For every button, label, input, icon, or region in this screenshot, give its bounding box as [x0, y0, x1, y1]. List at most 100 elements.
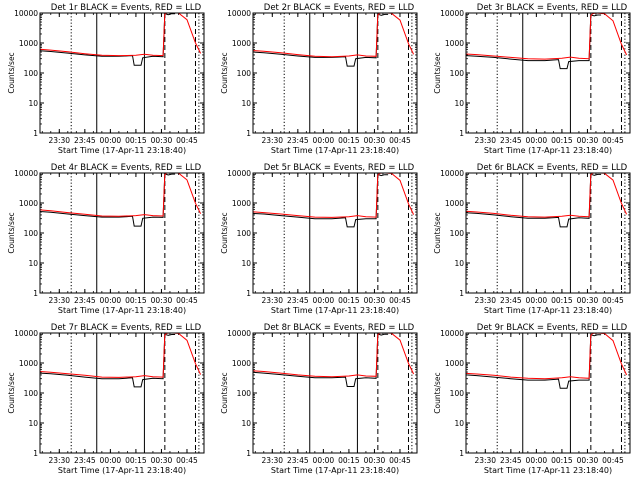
- chart-panel-8: Det 8r BLACK = Events, RED = LLD 1 10 100 10…: [220, 323, 418, 475]
- plot-frame: [39, 12, 205, 134]
- chart-panel-6: Det 6r BLACK = Events, RED = LLD 1 10 100 10…: [433, 163, 631, 315]
- plot-frame: [252, 172, 418, 294]
- lld-series-line: [253, 173, 415, 218]
- x-tick-label: 00:15: [338, 296, 360, 305]
- y-tick-label: 1: [459, 129, 464, 138]
- x-tick-label: 00:30: [577, 456, 599, 465]
- x-axis-label: Start Time (17-Apr-11 23:18:40): [271, 306, 399, 315]
- x-tick-label: 00:45: [602, 456, 624, 465]
- x-tick-label: 00:00: [313, 456, 335, 465]
- events-series-line: [253, 174, 389, 228]
- events-series-line: [466, 14, 602, 70]
- x-axis-label: Start Time (17-Apr-11 23:18:40): [271, 466, 399, 475]
- x-tick-label: 00:00: [526, 136, 548, 145]
- lld-series-line: [40, 173, 202, 217]
- y-tick-label: 10000: [440, 9, 464, 18]
- y-axis-label: Counts/sec: [433, 52, 442, 93]
- x-tick-label: 23:45: [500, 296, 522, 305]
- x-tick-label: 00:15: [125, 296, 147, 305]
- y-tick-label: 1: [246, 449, 251, 458]
- chart-title: Det 5r BLACK = Events, RED = LLD: [264, 163, 415, 173]
- events-series-line: [40, 13, 176, 66]
- y-tick-label: 1000: [19, 199, 38, 208]
- events-series-line: [466, 173, 602, 228]
- x-tick-label: 00:15: [551, 296, 573, 305]
- events-series-line: [253, 333, 389, 387]
- chart-title: Det 8r BLACK = Events, RED = LLD: [264, 323, 415, 333]
- plot-frame: [39, 172, 205, 294]
- y-axis-label: Counts/sec: [433, 212, 442, 253]
- x-tick-label: 23:45: [287, 296, 309, 305]
- y-tick-label: 1000: [445, 199, 464, 208]
- x-tick-label: 00:45: [602, 136, 624, 145]
- chart-panel-4: Det 4r BLACK = Events, RED = LLD 1 10 100 10…: [7, 163, 205, 315]
- y-tick-label: 1000: [19, 39, 38, 48]
- x-tick-label: 00:45: [602, 296, 624, 305]
- y-tick-label: 1: [246, 129, 251, 138]
- x-tick-label: 23:30: [261, 136, 283, 145]
- y-tick-label: 1: [459, 289, 464, 298]
- y-tick-label: 10: [454, 99, 464, 108]
- x-tick-label: 23:45: [500, 136, 522, 145]
- events-series-line: [40, 333, 176, 388]
- y-tick-label: 1000: [445, 359, 464, 368]
- y-tick-label: 10: [28, 419, 38, 428]
- y-tick-label: 100: [450, 389, 465, 398]
- y-tick-label: 10000: [227, 9, 251, 18]
- lld-series-line: [466, 333, 628, 380]
- x-tick-label: 23:30: [261, 296, 283, 305]
- y-tick-label: 100: [24, 69, 39, 78]
- x-tick-label: 00:00: [313, 296, 335, 305]
- x-axis-label: Start Time (17-Apr-11 23:18:40): [58, 306, 186, 315]
- plot-frame: [252, 332, 418, 454]
- x-tick-label: 23:30: [474, 456, 496, 465]
- x-tick-label: 23:30: [48, 136, 70, 145]
- chart-panel-2: Det 2r BLACK = Events, RED = LLD 1 10 100 10…: [220, 3, 418, 155]
- y-tick-label: 1: [33, 289, 38, 298]
- y-axis-label: Counts/sec: [220, 52, 229, 93]
- x-tick-label: 00:30: [151, 456, 173, 465]
- y-tick-label: 100: [450, 69, 465, 78]
- y-tick-label: 10000: [440, 169, 464, 178]
- lld-series-line: [40, 13, 202, 57]
- y-tick-label: 10: [454, 419, 464, 428]
- x-tick-label: 23:30: [261, 456, 283, 465]
- y-axis-label: Counts/sec: [433, 372, 442, 413]
- y-tick-label: 10: [241, 99, 251, 108]
- chart-title: Det 3r BLACK = Events, RED = LLD: [477, 3, 628, 13]
- y-tick-label: 10000: [14, 169, 38, 178]
- x-tick-label: 00:45: [176, 296, 198, 305]
- x-tick-label: 23:45: [74, 296, 96, 305]
- x-tick-label: 00:00: [100, 456, 122, 465]
- plot-frame: [465, 172, 631, 294]
- x-tick-label: 00:15: [125, 456, 147, 465]
- chart-panel-9: Det 9r BLACK = Events, RED = LLD 1 10 100 10…: [433, 323, 631, 475]
- plot-frame: [465, 12, 631, 134]
- x-tick-label: 00:30: [577, 136, 599, 145]
- y-tick-label: 1: [459, 449, 464, 458]
- chart-title: Det 7r BLACK = Events, RED = LLD: [51, 323, 202, 333]
- chart-panel-7: Det 7r BLACK = Events, RED = LLD 1 10 100 10…: [7, 323, 205, 475]
- lld-series-line: [466, 13, 628, 60]
- x-tick-label: 00:30: [364, 456, 386, 465]
- y-tick-label: 100: [450, 229, 465, 238]
- y-tick-label: 100: [24, 229, 39, 238]
- y-axis-label: Counts/sec: [7, 372, 16, 413]
- x-tick-label: 00:30: [364, 136, 386, 145]
- lld-series-line: [253, 333, 415, 378]
- y-tick-label: 10000: [14, 329, 38, 338]
- chart-panel-1: Det 1r BLACK = Events, RED = LLD 1 10 100 10…: [7, 3, 205, 155]
- x-tick-label: 00:15: [338, 456, 360, 465]
- plot-frame: [252, 12, 418, 134]
- x-tick-label: 23:30: [474, 136, 496, 145]
- y-tick-label: 10: [28, 259, 38, 268]
- y-tick-label: 10000: [440, 329, 464, 338]
- y-tick-label: 1: [33, 449, 38, 458]
- y-tick-label: 100: [237, 229, 252, 238]
- plot-frame: [39, 332, 205, 454]
- x-tick-label: 23:45: [74, 456, 96, 465]
- x-tick-label: 00:15: [551, 136, 573, 145]
- x-tick-label: 00:45: [389, 296, 411, 305]
- y-tick-label: 100: [237, 389, 252, 398]
